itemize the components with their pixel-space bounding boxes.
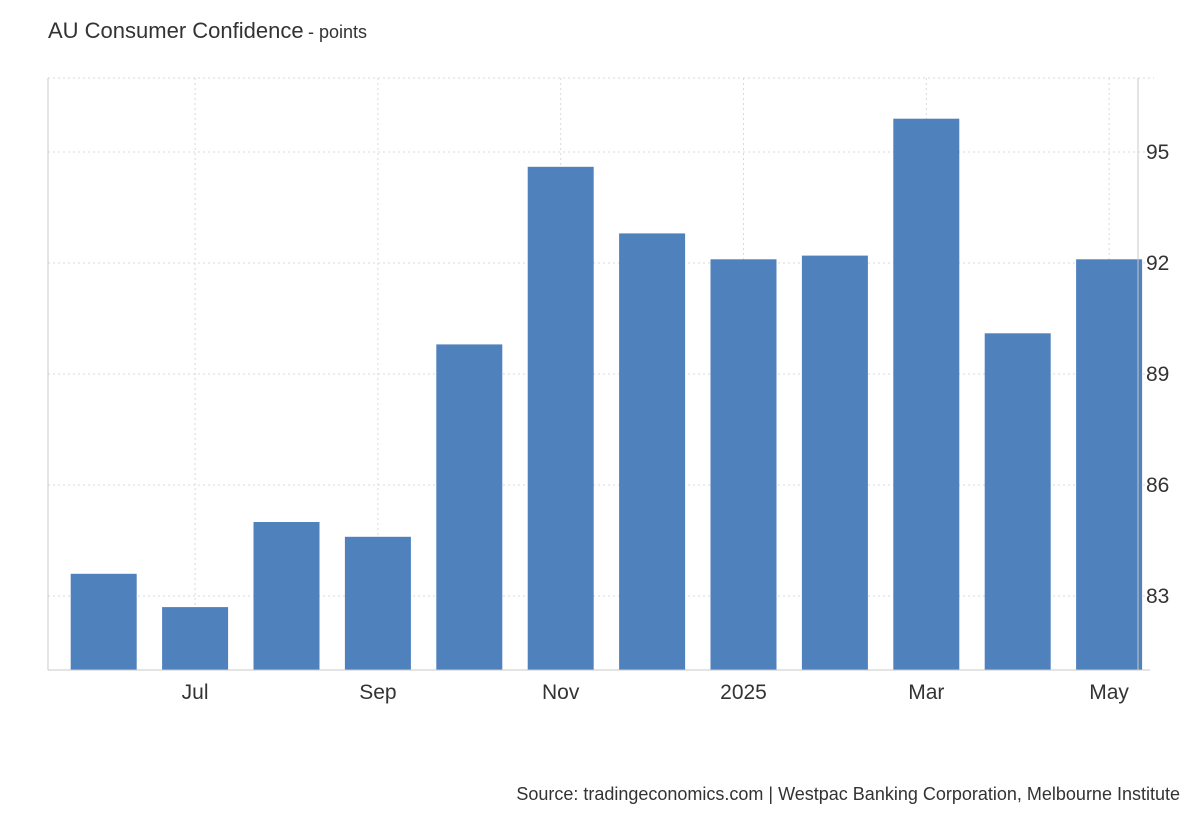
bar-2024-07 bbox=[162, 607, 229, 670]
bar-2025-04 bbox=[984, 333, 1051, 670]
x-tick-label: 2025 bbox=[720, 681, 767, 704]
chart-title: AU Consumer Confidence bbox=[48, 18, 304, 43]
bar-2025-03 bbox=[893, 118, 960, 670]
x-tick-label: May bbox=[1089, 681, 1129, 704]
bar-2025-05 bbox=[1076, 259, 1143, 670]
axis-layer bbox=[47, 78, 1150, 671]
labels-layer: 83 86 89 92 95 Jul Sep Nov 2025 Mar May bbox=[182, 141, 1170, 704]
y-tick-label: 89 bbox=[1146, 363, 1169, 386]
x-tick-label: Nov bbox=[542, 681, 580, 704]
bar-2024-08 bbox=[253, 522, 320, 670]
bars-layer bbox=[70, 118, 1143, 671]
bar-2024-06 bbox=[70, 573, 137, 670]
chart-unit: - points bbox=[308, 22, 368, 42]
y-tick-label: 86 bbox=[1146, 474, 1169, 497]
x-tick-label: Mar bbox=[908, 681, 944, 704]
y-tick-label: 95 bbox=[1146, 141, 1169, 164]
y-tick-label: 83 bbox=[1146, 585, 1169, 608]
bar-2024-09 bbox=[344, 536, 411, 670]
bar-2024-10 bbox=[436, 344, 503, 670]
x-tick-label: Sep bbox=[359, 681, 396, 704]
chart-header: AU Consumer Confidence - points bbox=[48, 18, 367, 44]
bar-2025-02 bbox=[801, 255, 868, 670]
x-tick-label: Jul bbox=[182, 681, 209, 704]
bar-2024-11 bbox=[527, 166, 594, 671]
source-attribution: Source: tradingeconomics.com | Westpac B… bbox=[516, 784, 1180, 804]
y-tick-label: 92 bbox=[1146, 252, 1169, 275]
bar-2024-12 bbox=[619, 233, 686, 670]
bar-2025-01 bbox=[710, 259, 777, 670]
